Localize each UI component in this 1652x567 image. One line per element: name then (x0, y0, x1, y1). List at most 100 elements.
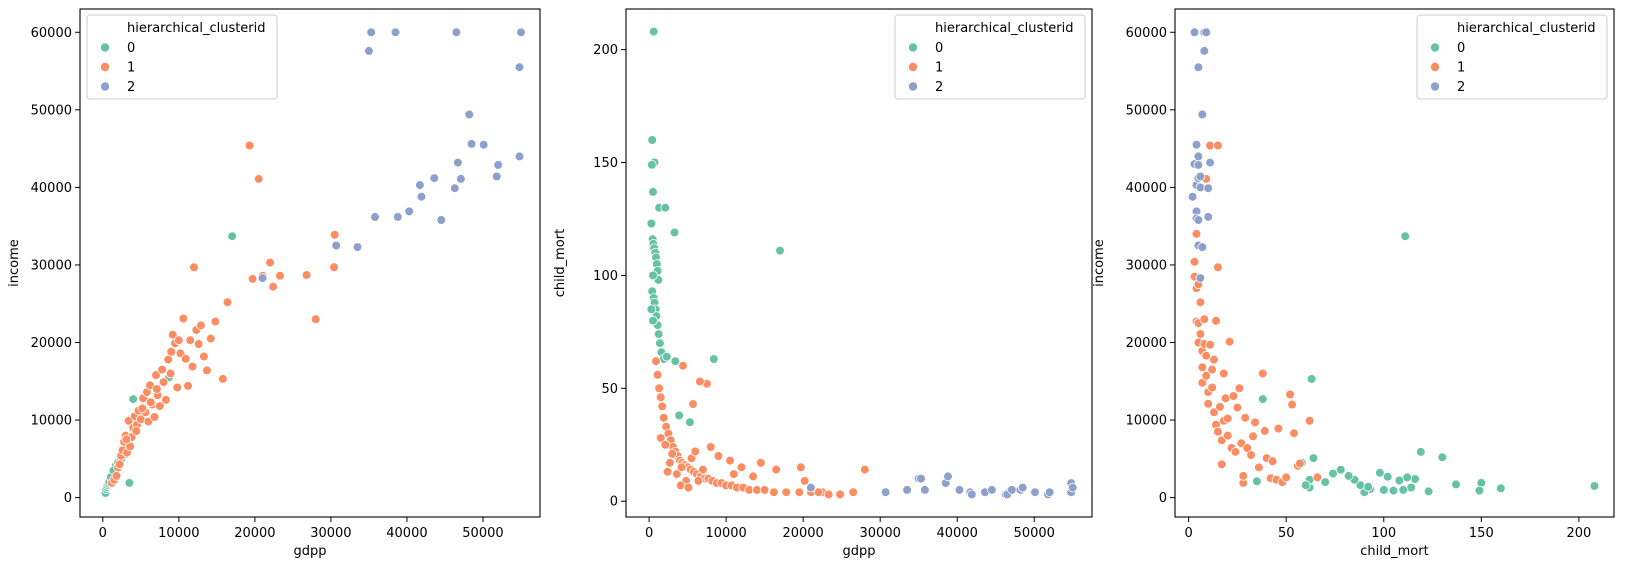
point-cluster-1 (218, 374, 228, 384)
x-tick-label: 200 (1566, 526, 1591, 541)
point-cluster-2 (453, 157, 463, 168)
point-cluster-1 (1207, 364, 1217, 375)
point-cluster-0 (648, 315, 658, 326)
point-cluster-1 (662, 466, 673, 477)
point-cluster-0 (1398, 485, 1409, 495)
x-tick-label: 30000 (310, 526, 351, 541)
point-cluster-1 (253, 174, 264, 184)
legend-title: hierarchical_clusterid (935, 21, 1074, 36)
point-cluster-2 (364, 46, 374, 56)
point-cluster-1 (158, 377, 169, 387)
x-tick-label: 0 (1185, 526, 1193, 541)
scatter-panel-income-vs-child-mort: 0 50 100 150 200 0 10000 20000 30000 40000 50000 60… (1092, 8, 1615, 559)
x-tick-label: 10000 (705, 526, 746, 541)
scatter-panel-income-vs-gdpp: 0 10000 20000 30000 40000 50000 0 10000 20000 300… (7, 8, 541, 559)
point-cluster-0 (670, 356, 681, 367)
legend-marker-0 (100, 42, 111, 53)
point-cluster-1 (185, 335, 196, 346)
x-tick-label: 40000 (937, 526, 978, 541)
point-cluster-1 (1248, 431, 1258, 442)
point-cluster-1 (813, 487, 824, 498)
x-tick-label: 20000 (782, 526, 823, 541)
legend-label-1: 1 (935, 61, 943, 76)
point-cluster-0 (660, 202, 671, 213)
point-cluster-1 (794, 487, 805, 498)
legend-label-1: 1 (1457, 61, 1465, 76)
y-tick-label: 0 (1159, 491, 1167, 506)
point-cluster-1 (202, 365, 212, 376)
point-cluster-1 (329, 262, 339, 273)
point-cluster-2 (987, 485, 997, 495)
point-cluster-1 (1285, 389, 1295, 400)
point-cluster-0 (1410, 474, 1420, 484)
point-cluster-0 (227, 231, 237, 242)
y-tick-label: 60000 (31, 26, 72, 41)
point-cluster-1 (1195, 329, 1206, 339)
point-cluster-1 (1238, 471, 1249, 481)
point-cluster-0 (1336, 464, 1346, 475)
point-cluster-2 (1201, 27, 1211, 38)
points-group (100, 27, 526, 498)
point-cluster-1 (859, 464, 870, 475)
y-tick-label: 100 (593, 269, 618, 284)
point-cluster-2 (1187, 191, 1198, 202)
point-cluster-1 (1213, 140, 1223, 151)
legend-marker-2 (908, 81, 919, 92)
point-cluster-0 (1343, 471, 1354, 481)
point-cluster-2 (1203, 212, 1213, 222)
point-cluster-1 (671, 469, 682, 479)
legend-label-2: 2 (127, 80, 135, 95)
point-cluster-1 (111, 471, 122, 481)
point-cluster-2 (916, 473, 926, 484)
point-cluster-1 (755, 457, 766, 468)
legend-label-0: 0 (935, 41, 943, 56)
point-cluster-0 (1589, 481, 1600, 491)
x-tick-label: 50000 (462, 526, 503, 541)
point-cluster-0 (1416, 447, 1426, 457)
point-cluster-1 (713, 451, 724, 461)
axes-frame (79, 8, 541, 518)
point-cluster-2 (1195, 273, 1206, 283)
point-cluster-1 (1217, 459, 1227, 470)
point-cluster-1 (1312, 472, 1323, 483)
point-cluster-2 (1193, 151, 1204, 162)
point-cluster-2 (514, 151, 525, 162)
point-cluster-1 (771, 464, 781, 475)
point-cluster-1 (1219, 368, 1229, 379)
point-cluster-2 (449, 183, 460, 194)
x-axis-label: gdpp (842, 544, 875, 559)
point-cluster-1 (651, 356, 661, 367)
point-cluster-2 (806, 482, 816, 493)
legend-label-1: 1 (127, 61, 135, 76)
y-tick-label: 50000 (31, 103, 72, 118)
legend-marker-1 (908, 62, 919, 73)
point-cluster-0 (646, 218, 657, 229)
point-cluster-0 (1474, 485, 1485, 496)
point-cluster-1 (678, 360, 688, 371)
point-cluster-0 (674, 410, 684, 421)
point-cluster-1 (1228, 391, 1239, 401)
point-cluster-0 (653, 329, 664, 339)
point-cluster-1 (781, 487, 791, 498)
point-cluster-1 (166, 346, 177, 357)
y-tick-label: 30000 (31, 258, 72, 273)
point-cluster-1 (161, 395, 171, 405)
legend-label-0: 0 (1457, 41, 1465, 56)
point-cluster-0 (1320, 477, 1330, 487)
point-cluster-1 (210, 316, 221, 327)
x-tick-label: 50000 (1014, 526, 1055, 541)
point-cluster-1 (655, 433, 666, 443)
point-cluster-1 (329, 229, 340, 240)
point-cluster-1 (187, 361, 198, 372)
x-tick-label: 0 (99, 526, 107, 541)
point-cluster-1 (222, 297, 233, 308)
point-cluster-1 (665, 457, 675, 468)
legend-box (86, 14, 278, 100)
point-cluster-0 (128, 394, 139, 404)
point-cluster-1 (676, 462, 687, 473)
point-cluster-0 (1437, 452, 1448, 463)
y-tick-label: 40000 (1126, 181, 1167, 196)
point-cluster-1 (683, 482, 694, 493)
point-cluster-1 (1201, 350, 1211, 361)
x-tick-label: 100 (1371, 526, 1396, 541)
